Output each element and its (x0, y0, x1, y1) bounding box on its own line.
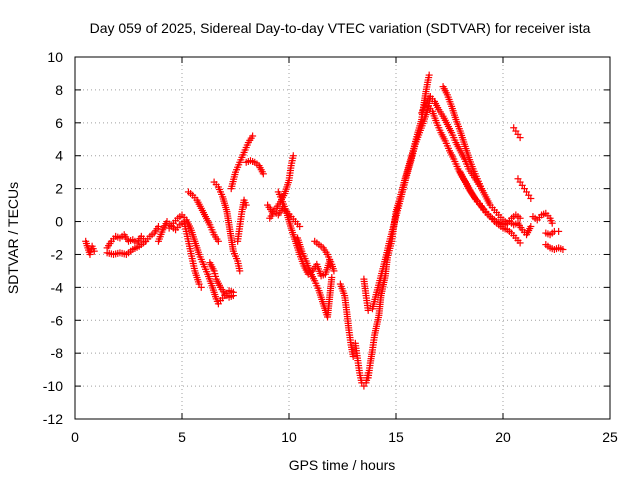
data-point (214, 237, 222, 245)
data-point (197, 283, 205, 291)
data-point (555, 227, 563, 235)
y-tick-label: 0 (55, 214, 63, 230)
x-tick-label: 25 (602, 429, 618, 445)
data-point (425, 71, 433, 79)
data-point (90, 247, 98, 255)
y-tick-label: -12 (43, 411, 63, 427)
x-tick-label: 10 (281, 429, 297, 445)
y-tick-label: 4 (55, 148, 63, 164)
x-tick-label: 0 (71, 429, 79, 445)
grid-lines (75, 57, 610, 419)
data-point (142, 237, 150, 245)
y-tick-label: -8 (51, 345, 64, 361)
plot-frame (74, 56, 611, 420)
data-point (349, 352, 357, 360)
data-point (516, 134, 524, 142)
x-tick-labels: 0 5 10 15 20 25 (71, 429, 618, 445)
data-point (516, 239, 524, 247)
data-point (249, 132, 257, 140)
y-tick-label: -2 (51, 246, 64, 262)
data-point (154, 222, 162, 230)
y-tick-labels: -12 -10 -8 -6 -4 -2 0 2 4 6 8 10 (43, 49, 63, 427)
y-tick-label: 8 (55, 82, 63, 98)
chart-title: Day 059 of 2025, Sidereal Day-to-day VTE… (90, 20, 591, 36)
y-tick-label: 6 (55, 115, 63, 131)
x-tick-label: 5 (178, 429, 186, 445)
data-point (259, 170, 267, 178)
data-point (330, 267, 338, 275)
data-point (242, 201, 250, 209)
x-axis-label: GPS time / hours (289, 457, 396, 473)
x-tick-label: 20 (495, 429, 511, 445)
axis-ticks (74, 56, 611, 420)
y-tick-label: -4 (51, 279, 64, 295)
data-point (516, 214, 524, 222)
data-point (364, 306, 372, 314)
data-point (289, 152, 297, 160)
y-tick-label: -6 (51, 312, 64, 328)
data-point (527, 195, 535, 203)
data-point (328, 273, 336, 281)
data-point (229, 292, 237, 300)
data-points (82, 71, 567, 390)
data-point (236, 267, 244, 275)
data-point (527, 222, 535, 230)
y-tick-label: 10 (47, 49, 63, 65)
data-point (548, 219, 556, 227)
x-tick-label: 15 (388, 429, 404, 445)
y-tick-label: -10 (43, 378, 63, 394)
y-axis-label: SDTVAR / TECUs (5, 182, 21, 294)
data-point (296, 222, 304, 230)
data-point (559, 246, 567, 254)
y-tick-label: 2 (55, 181, 63, 197)
